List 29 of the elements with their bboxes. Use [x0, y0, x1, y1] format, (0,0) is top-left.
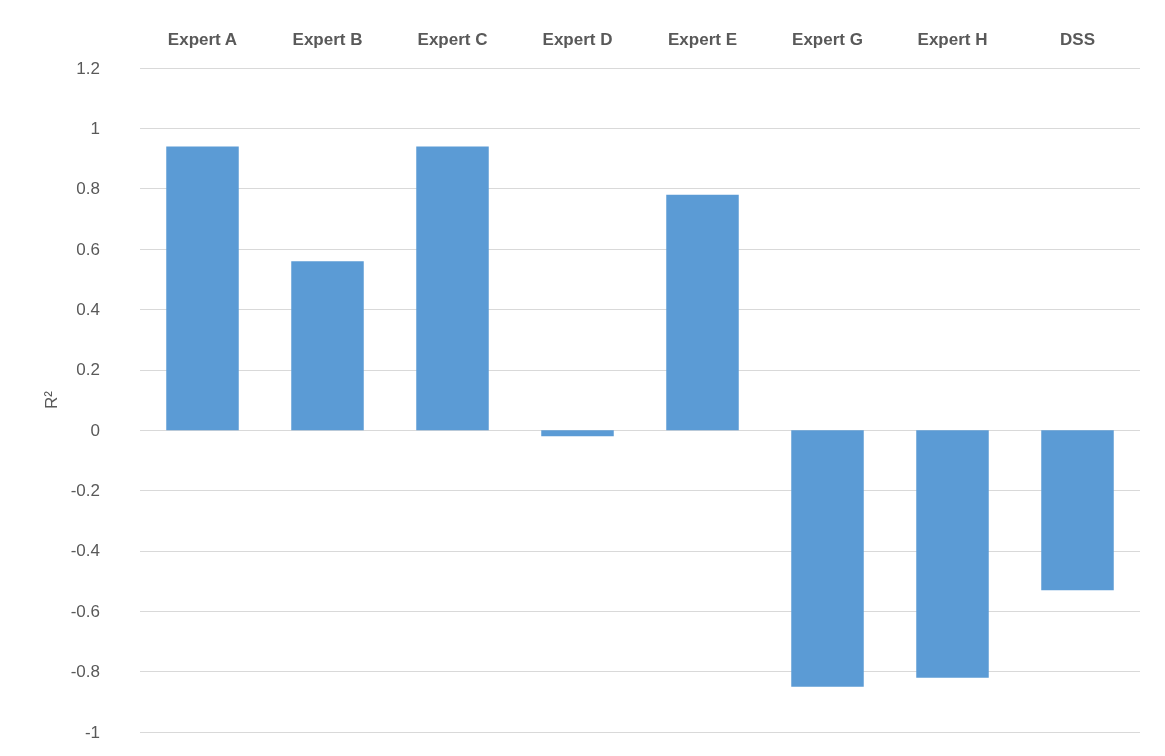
bar [916, 430, 989, 678]
bar [791, 430, 864, 687]
x-tick-label: Expert E [668, 30, 737, 49]
y-tick-label: -0.4 [70, 541, 100, 561]
y-tick-label: -0.6 [70, 601, 100, 621]
bar [416, 146, 489, 431]
y-tick-label: -0.8 [70, 662, 100, 682]
x-tick-label: DSS [1060, 30, 1095, 49]
x-tick-label: Expert D [542, 30, 613, 49]
y-tick-label: -0.2 [70, 481, 100, 501]
y-tick-label: -1 [84, 722, 100, 742]
x-tick-label: Expert C [417, 30, 488, 49]
bar [541, 430, 614, 437]
x-tick-label: Expert G [792, 30, 863, 49]
bar [1041, 430, 1114, 591]
y-tick-label: 0.8 [76, 179, 100, 199]
y-axis-title: R² [41, 390, 61, 409]
y-tick-label: 0.4 [76, 299, 100, 319]
x-tick-label: Expert H [917, 30, 988, 49]
bar [166, 146, 239, 431]
y-tick-label: 0 [90, 420, 100, 440]
y-tick-label: 1.2 [76, 58, 100, 78]
y-tick-label: 0.2 [76, 360, 100, 380]
x-tick-label: Expert B [292, 30, 363, 49]
bar [666, 194, 739, 431]
bar [291, 261, 364, 431]
x-tick-label: Expert A [167, 30, 238, 49]
y-tick-label: 0.6 [76, 239, 100, 259]
y-tick-label: 1 [90, 118, 100, 138]
